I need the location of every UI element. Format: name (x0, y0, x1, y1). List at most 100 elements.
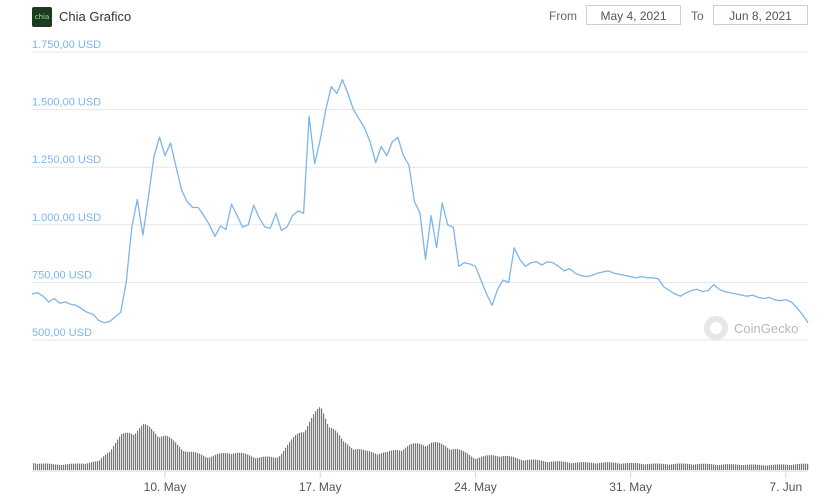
volume-bar (69, 463, 71, 470)
volume-bar (355, 449, 357, 470)
volume-bar (151, 428, 153, 470)
volume-bar (457, 449, 459, 470)
volume-bar (575, 462, 577, 470)
volume-bar (89, 462, 91, 470)
volume-bar (543, 461, 545, 470)
volume-bar (217, 453, 219, 470)
volume-bar (505, 455, 507, 470)
volume-bar (487, 455, 489, 470)
volume-bar (129, 433, 131, 470)
volume-bar (309, 421, 311, 470)
volume-bar (185, 451, 187, 470)
volume-bar (577, 462, 579, 470)
volume-bar (759, 464, 761, 470)
volume-bar (321, 408, 323, 470)
volume-bar (493, 455, 495, 470)
volume-bar (125, 432, 127, 470)
volume-bar (733, 464, 735, 470)
volume-bar (175, 442, 177, 470)
volume-bar (91, 462, 93, 470)
from-date-input[interactable]: May 4, 2021 (586, 5, 681, 25)
volume-bar (251, 456, 253, 470)
volume-bar (571, 463, 573, 470)
volume-bar (353, 449, 355, 470)
volume-bar (803, 463, 805, 470)
volume-bar (687, 463, 689, 470)
volume-bar (273, 457, 275, 470)
volume-bar (253, 457, 255, 470)
volume-bar (229, 453, 231, 470)
volume-bar (617, 463, 619, 470)
volume-bar (369, 451, 371, 470)
volume-bar (193, 451, 195, 470)
volume-bar (719, 464, 721, 470)
volume-bar (451, 449, 453, 470)
volume-bar (117, 439, 119, 470)
volume-bar (437, 442, 439, 470)
volume-bar (261, 456, 263, 470)
y-tick-label: 1.250,00 USD (32, 154, 101, 166)
x-tick-label: 31. May (609, 480, 652, 494)
volume-bar (295, 435, 297, 470)
volume-bar (85, 463, 87, 470)
volume-bar (359, 449, 361, 470)
volume-bar (121, 434, 123, 470)
volume-bar (145, 424, 147, 470)
volume-bar (209, 457, 211, 470)
volume-bar (365, 450, 367, 470)
volume-bar (319, 407, 321, 470)
volume-bar (729, 464, 731, 470)
volume-bar (399, 450, 401, 470)
volume-bar (619, 463, 621, 470)
volume-bar (245, 453, 247, 470)
volume-bar (391, 450, 393, 470)
volume-bar (599, 463, 601, 470)
volume-bar (799, 463, 801, 470)
volume-bar (747, 464, 749, 470)
volume-bar (221, 453, 223, 470)
to-date-input[interactable]: Jun 8, 2021 (713, 5, 808, 25)
volume-bar (249, 455, 251, 470)
volume-bar (189, 451, 191, 470)
volume-bar (243, 453, 245, 470)
volume-bar (613, 462, 615, 470)
volume-bar (701, 463, 703, 470)
volume-bar (697, 464, 699, 470)
volume-bar (279, 456, 281, 470)
volume-bar (387, 451, 389, 470)
volume-bar (677, 463, 679, 470)
volume-bar (691, 464, 693, 470)
volume-bar (655, 463, 657, 470)
volume-bar (743, 465, 745, 470)
volume-bar (783, 464, 785, 470)
volume-bar (665, 464, 667, 470)
volume-bar (537, 459, 539, 470)
volume-bar (675, 463, 677, 470)
volume-bar (123, 433, 125, 470)
volume-bar (403, 449, 405, 470)
volume-bar (373, 452, 375, 470)
volume-bar (363, 449, 365, 470)
volume-bar (767, 465, 769, 470)
volume-bar (211, 456, 213, 470)
volume-bar (651, 463, 653, 470)
volume-bar (131, 433, 133, 470)
volume-bar (233, 453, 235, 470)
volume-bar (97, 461, 99, 470)
volume-bar (797, 464, 799, 470)
volume-bar (99, 460, 101, 470)
volume-bars (33, 407, 809, 470)
volume-bar (213, 455, 215, 470)
volume-bar (491, 455, 493, 470)
volume-bar (771, 464, 773, 470)
volume-bar (107, 453, 109, 470)
volume-bar (421, 444, 423, 470)
volume-bar (113, 446, 115, 470)
volume-bar (689, 464, 691, 470)
volume-bar (195, 452, 197, 470)
volume-bar (789, 464, 791, 470)
volume-bar (367, 450, 369, 470)
volume-bar (509, 456, 511, 470)
volume-bar (711, 464, 713, 470)
